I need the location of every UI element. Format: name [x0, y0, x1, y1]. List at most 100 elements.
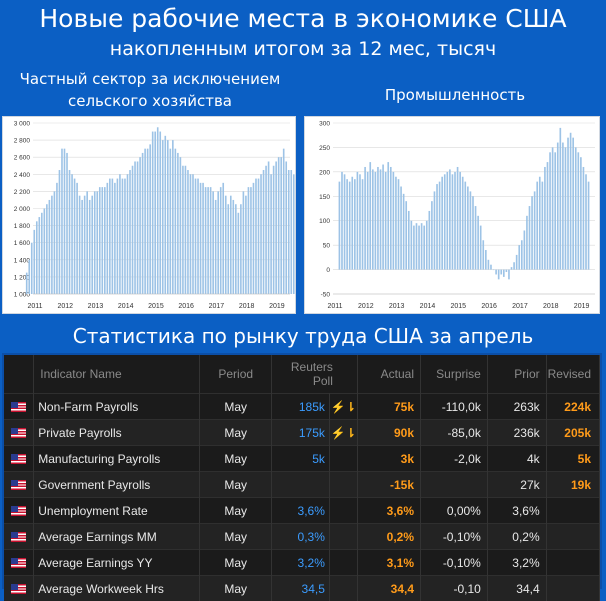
chart-bar [459, 172, 461, 270]
right-chart-label: Промышленность [305, 84, 605, 106]
chart-bar [367, 172, 369, 270]
chart-bar [364, 167, 366, 270]
chart-bar [159, 132, 161, 294]
y-tick-label: 200 [319, 169, 330, 176]
indicator-name[interactable]: Government Payrolls [34, 472, 200, 498]
chart-bar [570, 133, 572, 270]
indicator-column-header[interactable]: Indicator Name [34, 355, 200, 394]
chart-bar [38, 217, 40, 294]
chart-bar [225, 196, 227, 294]
chart-bar [518, 245, 520, 269]
chart-bar [583, 167, 585, 270]
chart-bar [552, 147, 554, 269]
chart-bar [64, 149, 66, 294]
chart-bar [89, 200, 91, 294]
chart-bar [516, 255, 518, 270]
indicator-name[interactable]: Average Earnings MM [34, 524, 200, 550]
chart-bar [185, 166, 187, 294]
chart-bar [94, 191, 96, 294]
indicator-name[interactable]: Non-Farm Payrolls [34, 394, 200, 420]
chart-bar [26, 273, 28, 294]
y-tick-label: 2 600 [14, 155, 31, 162]
chart-bar [170, 149, 172, 294]
chart-bar [380, 169, 382, 269]
x-tick-label: 2016 [481, 303, 497, 310]
chart-bar [290, 170, 292, 294]
prior-column-header[interactable]: Prior [487, 355, 546, 394]
chart-bar [182, 166, 184, 294]
chart-bar [567, 138, 569, 270]
revised-column-header[interactable]: Revised [546, 355, 599, 394]
chart-bar [508, 270, 510, 280]
alert-cell [329, 524, 357, 550]
x-tick-label: 2011 [27, 303, 42, 310]
chart-bar [154, 132, 156, 294]
prior-value: 4k [487, 446, 546, 472]
poll-column-header[interactable]: Reuters Poll [271, 355, 357, 394]
chart-bar [167, 140, 169, 294]
chart-bar [395, 177, 397, 270]
chart-bar [44, 209, 46, 295]
chart-bar [245, 196, 247, 294]
indicator-name[interactable]: Average Workweek Hrs [34, 576, 200, 601]
flag-cell [4, 524, 34, 550]
indicator-name[interactable]: Unemployment Rate [34, 498, 200, 524]
chart-bar [339, 182, 341, 270]
y-tick-label: 1 800 [14, 223, 31, 230]
chart-bar [164, 136, 166, 294]
chart-bar [288, 170, 290, 294]
poll-value: 5k [271, 446, 329, 472]
chart-bar [542, 182, 544, 270]
chart-bar [210, 187, 212, 294]
chart-bar [54, 191, 56, 294]
indicator-name[interactable]: Manufacturing Payrolls [34, 446, 200, 472]
chart-bar [477, 216, 479, 270]
left-chart-label-line1: Частный сектор за исключением [0, 68, 300, 90]
chart-bar [434, 191, 436, 269]
chart-bar [462, 177, 464, 270]
chart-bar [280, 157, 282, 294]
chart-bar [411, 221, 413, 270]
chart-bar [426, 221, 428, 270]
chart-bar [46, 204, 48, 294]
chart-bar [71, 174, 73, 294]
chart-bar [212, 191, 214, 294]
chart-bar [59, 170, 61, 294]
chart-bar [403, 194, 405, 270]
chart-bar [351, 177, 353, 270]
chart-bar [408, 211, 410, 270]
chart-bar [175, 149, 177, 294]
chart-bar [129, 170, 131, 294]
chart-bar [464, 182, 466, 270]
indicator-name[interactable]: Private Payrolls [34, 420, 200, 446]
chart-bar [431, 201, 433, 269]
period-column-header[interactable]: Period [200, 355, 271, 394]
surprise-column-header[interactable]: Surprise [421, 355, 488, 394]
chart-bar [452, 174, 454, 269]
chart-bar [235, 204, 237, 294]
chart-bar [217, 191, 219, 294]
revised-value: 205k [546, 420, 599, 446]
chart-bar [202, 183, 204, 294]
indicator-name[interactable]: Average Earnings YY [34, 550, 200, 576]
period-value: May [200, 420, 271, 446]
chart-bar [122, 179, 124, 294]
chart-bar [439, 182, 441, 270]
actual-column-header[interactable]: Actual [357, 355, 420, 394]
surprise-value: -2,0k [421, 446, 488, 472]
chart-bar [190, 174, 192, 294]
chart-bar [41, 213, 43, 294]
chart-bar [56, 183, 58, 294]
chart-bar [357, 172, 359, 270]
